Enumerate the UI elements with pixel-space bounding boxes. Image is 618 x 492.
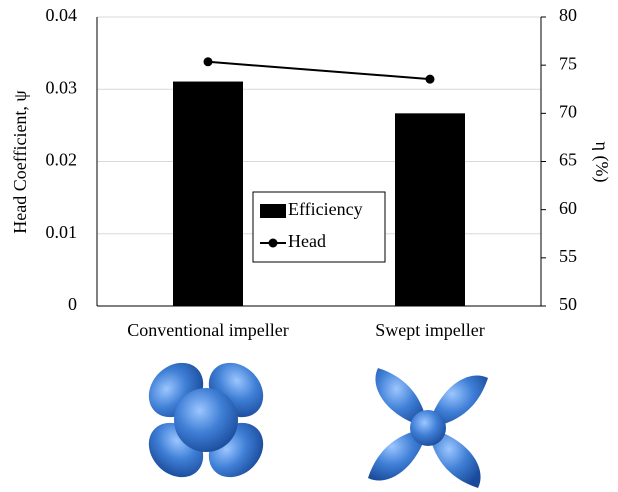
bar [395, 113, 465, 306]
legend-swatch [260, 204, 286, 218]
impeller-image [368, 368, 488, 488]
y-tick-label: 0 [68, 294, 77, 314]
y-tick-label: 0.03 [46, 77, 78, 97]
y-axis-label: Head Coefficient, ψ [10, 90, 30, 234]
legend-label: Head [288, 231, 326, 251]
line [208, 62, 430, 79]
y2-tick-label: 60 [559, 198, 577, 218]
legend-swatch [269, 239, 278, 248]
bar [173, 82, 243, 306]
y-tick-label: 0.02 [46, 150, 78, 170]
y-tick-label: 0.04 [46, 5, 78, 25]
y2-axis-label: η (%) [591, 142, 612, 183]
chart: Head Coefficient, ψ η (%) 0 0.01 0.02 0.03 0… [0, 0, 618, 492]
y-tick-label: 0.01 [46, 222, 78, 242]
y2-tick-label: 70 [559, 101, 577, 121]
y2-tick-label: 75 [559, 53, 577, 73]
y2-tick-label: 50 [559, 294, 577, 314]
marker [204, 57, 213, 66]
impeller-image [138, 352, 274, 488]
x-tick-label: Conventional impeller [127, 320, 288, 340]
x-tick-label: Swept impeller [375, 320, 484, 340]
y2-tick-label: 55 [559, 246, 577, 266]
y2-tick-label: 65 [559, 150, 577, 170]
legend-label: Efficiency [288, 199, 363, 219]
marker [426, 75, 435, 84]
y2-tick-label: 80 [559, 5, 577, 25]
